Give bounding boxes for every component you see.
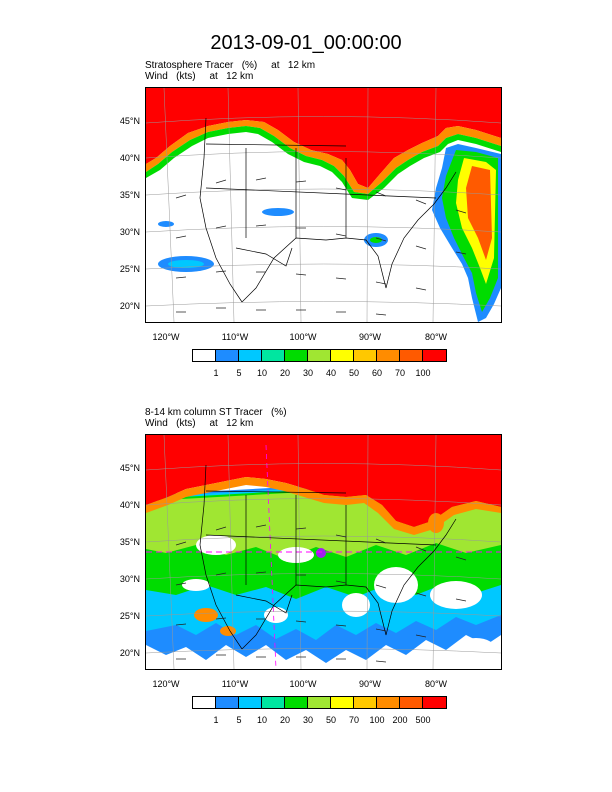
- colorbar-swatch: [423, 350, 446, 361]
- panel1-colorbar-label: 5: [236, 368, 242, 378]
- panel2-subtitle-line2: Wind (kts) at 12 km: [145, 418, 254, 429]
- colorbar-swatch: [308, 350, 331, 361]
- panel1-colorbar: [192, 349, 447, 362]
- panel1-tracer-patch-west-core: [168, 260, 204, 268]
- panel1-lon-label: 110°W: [221, 332, 249, 342]
- panel2-colorbar-label: 70: [348, 715, 359, 725]
- panel2-lon-label: 110°W: [221, 679, 249, 689]
- colorbar-swatch: [285, 350, 308, 361]
- panel2-colorbar-label: 5: [236, 715, 242, 725]
- panel2-lat-label: 40°N: [119, 500, 140, 510]
- panel2-colorbar-label: 500: [415, 715, 431, 725]
- colorbar-swatch: [308, 697, 331, 708]
- colorbar-swatch: [239, 697, 262, 708]
- panel1-colorbar-label: 40: [325, 368, 336, 378]
- panel2-lon-label: 120°W: [152, 679, 180, 689]
- panel1-lon-label: 90°W: [358, 332, 382, 342]
- colorbar-swatch: [354, 697, 377, 708]
- panel1-coastlines: [199, 117, 457, 303]
- panel1-lat-label: 20°N: [119, 301, 140, 311]
- panel2-colorbar-label: 30: [302, 715, 313, 725]
- panel1-colorbar-label: 60: [371, 368, 382, 378]
- panel2-colorbar-label: 100: [369, 715, 385, 725]
- panel2-colorbar-label: 200: [392, 715, 408, 725]
- panel1-colorbar-label: 30: [302, 368, 313, 378]
- panel2-coastlines: [199, 464, 457, 650]
- panel2-colorbar-label: 10: [256, 715, 267, 725]
- panel2-lat-label: 25°N: [119, 611, 140, 621]
- panel2-dashed-line-2: [265, 444, 277, 669]
- colorbar-swatch: [193, 697, 216, 708]
- colorbar-swatch: [216, 350, 239, 361]
- colorbar-swatch: [423, 697, 446, 708]
- colorbar-swatch: [216, 697, 239, 708]
- colorbar-swatch: [354, 350, 377, 361]
- panel1-lat-label: 25°N: [119, 264, 140, 274]
- panel1-lat-label: 45°N: [119, 116, 140, 126]
- panel2-tracer-purple-spot: [316, 548, 326, 558]
- panel1-tracer-edge: [146, 126, 501, 200]
- panel1-graticule: [146, 88, 501, 322]
- colorbar-swatch: [331, 697, 354, 708]
- colorbar-swatch: [262, 697, 285, 708]
- panel1-colorbar-label: 1: [213, 368, 219, 378]
- panel2-graticule: [146, 435, 501, 669]
- panel2-colorbar-label: 50: [325, 715, 336, 725]
- panel2-colorbar: [192, 696, 447, 709]
- panel1-colorbar-label: 70: [394, 368, 405, 378]
- panel1-subtitle-line1: Stratosphere Tracer (%) at 12 km: [145, 60, 316, 71]
- panel1-lon-label: 120°W: [152, 332, 180, 342]
- colorbar-swatch: [239, 350, 262, 361]
- page-title: 2013-09-01_00:00:00: [210, 32, 402, 54]
- panel2-lat-label: 45°N: [119, 463, 140, 473]
- panel1-tracer-patch-mid: [262, 208, 294, 216]
- panel1-tracer-band: [146, 120, 501, 194]
- panel1-map-svg: [146, 88, 501, 322]
- colorbar-swatch: [331, 350, 354, 361]
- panel2-lon-label: 80°W: [424, 679, 448, 689]
- panel1-lat-label: 35°N: [119, 190, 140, 200]
- panel1-tracer-high: [146, 88, 501, 188]
- colorbar-swatch: [285, 697, 308, 708]
- panel2-colorbar-label: 1: [213, 715, 219, 725]
- panel1-map: [145, 87, 502, 323]
- panel1-wind-barbs: [175, 177, 467, 316]
- panel2-lat-label: 30°N: [119, 574, 140, 584]
- panel1-colorbar-label: 50: [348, 368, 359, 378]
- panel2-map: [145, 434, 502, 670]
- panel2-wind-barbs: [175, 524, 467, 663]
- panel2-lon-label: 90°W: [358, 679, 382, 689]
- colorbar-swatch: [193, 350, 216, 361]
- panel2-map-svg: [146, 435, 501, 669]
- panel1-colorbar-label: 10: [256, 368, 267, 378]
- colorbar-swatch: [377, 350, 400, 361]
- panel2-lat-label: 20°N: [119, 648, 140, 658]
- panel1-colorbar-label: 100: [415, 368, 431, 378]
- panel1-lat-label: 40°N: [119, 153, 140, 163]
- panel1-subtitle-line2: Wind (kts) at 12 km: [145, 71, 254, 82]
- panel2-tracer-red: [146, 435, 501, 527]
- panel1-lon-label: 80°W: [424, 332, 448, 342]
- panel2-lon-label: 100°W: [289, 679, 317, 689]
- panel1-colorbar-label: 20: [279, 368, 290, 378]
- panel1-tracer-patch-gulf-core: [370, 237, 382, 243]
- panel1-lon-label: 100°W: [289, 332, 317, 342]
- panel1-tracer-east-red: [466, 166, 492, 260]
- panel2-tracer-hotspots: [194, 513, 444, 636]
- panel1-lat-label: 30°N: [119, 227, 140, 237]
- panel2-lat-label: 35°N: [119, 537, 140, 547]
- panel2-subtitle-line1: 8-14 km column ST Tracer (%): [145, 407, 287, 418]
- colorbar-swatch: [377, 697, 400, 708]
- colorbar-swatch: [400, 350, 423, 361]
- colorbar-swatch: [262, 350, 285, 361]
- panel1-tracer-patch-small: [158, 221, 174, 227]
- colorbar-swatch: [400, 697, 423, 708]
- panel2-colorbar-label: 20: [279, 715, 290, 725]
